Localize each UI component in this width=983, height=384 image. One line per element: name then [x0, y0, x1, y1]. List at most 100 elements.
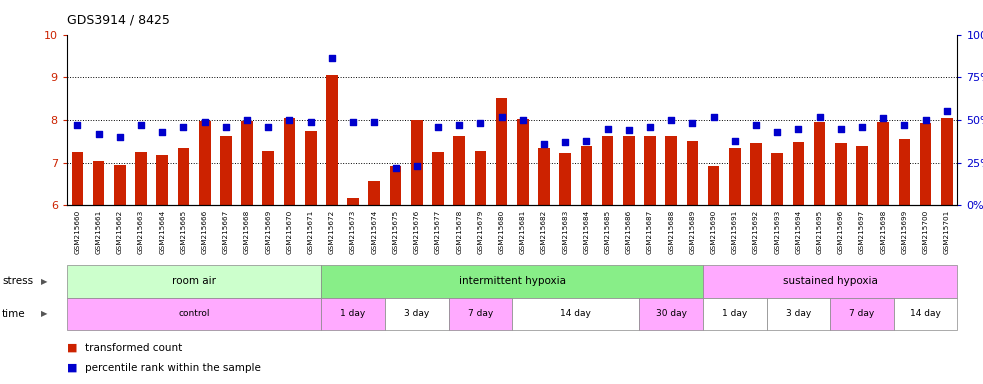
- Text: GSM215672: GSM215672: [329, 210, 335, 255]
- Bar: [538, 148, 549, 205]
- Point: [918, 117, 934, 123]
- Bar: [347, 198, 359, 205]
- Point: [770, 129, 785, 135]
- Bar: [178, 148, 190, 205]
- Text: GSM215667: GSM215667: [223, 210, 229, 255]
- Point: [303, 119, 318, 125]
- Bar: [453, 136, 465, 205]
- Bar: [512, 298, 639, 330]
- Point: [197, 119, 212, 125]
- Bar: [856, 146, 868, 205]
- Text: 3 day: 3 day: [785, 310, 811, 318]
- Text: GSM215661: GSM215661: [95, 210, 101, 255]
- Text: 1 day: 1 day: [340, 310, 366, 318]
- Text: GSM215678: GSM215678: [456, 210, 462, 255]
- Bar: [750, 144, 762, 205]
- Point: [726, 137, 743, 144]
- Bar: [199, 121, 210, 205]
- Point: [812, 114, 828, 120]
- Point: [451, 122, 467, 128]
- Point: [621, 127, 637, 133]
- Text: GSM215670: GSM215670: [286, 210, 293, 255]
- Bar: [114, 165, 126, 205]
- Bar: [772, 153, 783, 205]
- Text: GSM215693: GSM215693: [775, 210, 781, 255]
- Point: [239, 117, 255, 123]
- Bar: [639, 298, 703, 330]
- Text: GSM215699: GSM215699: [901, 210, 907, 255]
- Point: [854, 124, 870, 130]
- Text: GDS3914 / 8425: GDS3914 / 8425: [67, 14, 170, 27]
- Text: 1 day: 1 day: [723, 310, 747, 318]
- Point: [600, 126, 615, 132]
- Bar: [411, 120, 423, 205]
- Point: [642, 124, 658, 130]
- Bar: [517, 119, 529, 205]
- Bar: [92, 161, 104, 205]
- Text: GSM215695: GSM215695: [817, 210, 823, 255]
- Bar: [814, 122, 826, 205]
- Point: [260, 124, 276, 130]
- Text: GSM215682: GSM215682: [541, 210, 547, 255]
- Text: GSM215681: GSM215681: [520, 210, 526, 255]
- Point: [133, 122, 149, 128]
- Bar: [831, 298, 894, 330]
- Text: 30 day: 30 day: [656, 310, 687, 318]
- Text: GSM215679: GSM215679: [478, 210, 484, 255]
- Text: GSM215691: GSM215691: [731, 210, 738, 255]
- Text: ▶: ▶: [41, 310, 48, 318]
- Text: ■: ■: [67, 343, 78, 353]
- Text: GSM215685: GSM215685: [605, 210, 610, 255]
- Bar: [433, 152, 443, 205]
- Text: sustained hypoxia: sustained hypoxia: [782, 276, 878, 286]
- Text: GSM215664: GSM215664: [159, 210, 165, 255]
- Text: GSM215673: GSM215673: [350, 210, 356, 255]
- Bar: [241, 121, 253, 205]
- Text: GSM215660: GSM215660: [75, 210, 81, 255]
- Bar: [703, 298, 767, 330]
- Text: GSM215680: GSM215680: [498, 210, 504, 255]
- Bar: [581, 146, 592, 205]
- Bar: [220, 136, 232, 205]
- Text: GSM215698: GSM215698: [880, 210, 887, 255]
- Text: GSM215697: GSM215697: [859, 210, 865, 255]
- Bar: [326, 75, 338, 205]
- Point: [684, 120, 700, 126]
- Text: GSM215689: GSM215689: [689, 210, 695, 255]
- Bar: [495, 98, 507, 205]
- Bar: [665, 136, 677, 205]
- Point: [70, 122, 86, 128]
- Text: stress: stress: [2, 276, 33, 286]
- Point: [748, 122, 764, 128]
- Text: GSM215701: GSM215701: [944, 210, 950, 255]
- Text: GSM215687: GSM215687: [647, 210, 653, 255]
- Bar: [920, 123, 932, 205]
- Bar: [686, 141, 698, 205]
- Bar: [644, 136, 656, 205]
- Bar: [602, 136, 613, 205]
- Point: [387, 165, 403, 171]
- Bar: [729, 148, 740, 205]
- Text: GSM215676: GSM215676: [414, 210, 420, 255]
- Text: 7 day: 7 day: [468, 310, 492, 318]
- Point: [345, 119, 361, 125]
- Text: 7 day: 7 day: [849, 310, 875, 318]
- Bar: [156, 155, 168, 205]
- Point: [790, 126, 806, 132]
- Point: [578, 137, 594, 144]
- Bar: [284, 118, 295, 205]
- Bar: [262, 151, 274, 205]
- Text: GSM215666: GSM215666: [202, 210, 207, 255]
- Point: [409, 163, 425, 169]
- Bar: [67, 265, 321, 298]
- Bar: [792, 142, 804, 205]
- Bar: [305, 131, 317, 205]
- Point: [664, 117, 679, 123]
- Text: GSM215677: GSM215677: [434, 210, 441, 255]
- Bar: [136, 152, 146, 205]
- Point: [90, 131, 106, 137]
- Text: GSM215684: GSM215684: [583, 210, 590, 255]
- Bar: [623, 136, 635, 205]
- Bar: [389, 166, 401, 205]
- Bar: [894, 298, 957, 330]
